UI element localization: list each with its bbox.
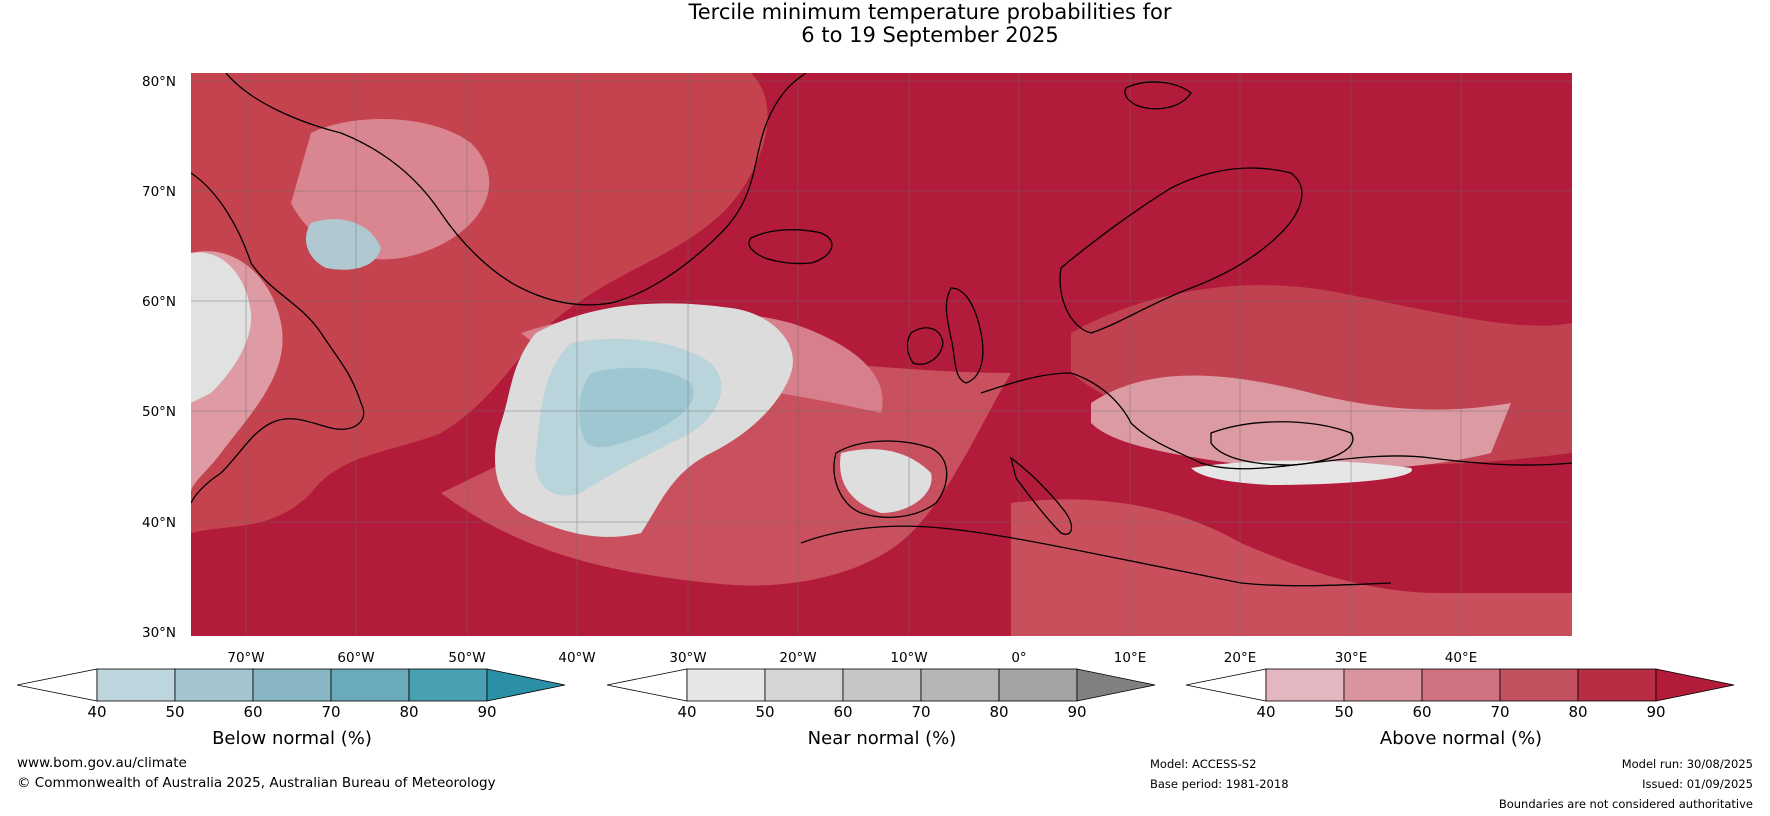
coast-black-sea bbox=[1210, 421, 1354, 466]
colorbar-near-seg-2 bbox=[764, 668, 844, 702]
colorbar-near-tick: 60 bbox=[833, 703, 853, 721]
colorbar-near-seg-3 bbox=[842, 668, 922, 702]
lon-label-30e: 30°E bbox=[1334, 650, 1368, 666]
colorbar-near-tick: 40 bbox=[677, 703, 697, 721]
lon-label-30w: 30°W bbox=[669, 650, 707, 666]
lon-label-40w: 40°W bbox=[558, 650, 596, 666]
coast-italy bbox=[1009, 456, 1073, 535]
colorbar-below-label: Below normal (%) bbox=[212, 728, 372, 749]
above-normal-nafrica-mid bbox=[1011, 499, 1572, 636]
colorbar-above-label: Above normal (%) bbox=[1379, 728, 1543, 749]
lon-label-20e: 20°E bbox=[1223, 650, 1257, 666]
colorbar-near-tick: 50 bbox=[755, 703, 775, 721]
probability-map bbox=[191, 73, 1572, 636]
colorbar-below-extend-low bbox=[17, 668, 98, 702]
lon-label-70w: 70°W bbox=[227, 650, 265, 666]
colorbar-above-tick: 90 bbox=[1646, 703, 1666, 721]
colorbar-below-seg-5 bbox=[408, 668, 488, 702]
colorbar-near-extend-low bbox=[607, 668, 688, 702]
colorbar-near-seg-1 bbox=[686, 668, 766, 702]
coast-ireland bbox=[906, 327, 944, 365]
gridlines bbox=[191, 73, 1572, 636]
colorbar-near-seg-4 bbox=[920, 668, 1000, 702]
colorbar-near-label: Near normal (%) bbox=[807, 728, 957, 749]
coast-great-britain bbox=[945, 287, 984, 384]
map-title-line-2: 6 to 19 September 2025 bbox=[801, 23, 1059, 47]
coast-europe-mainland bbox=[980, 372, 1572, 470]
lat-label-80n: 80°N bbox=[142, 74, 177, 90]
colorbar-below-seg-1 bbox=[96, 668, 176, 702]
colorbar-above-seg-2 bbox=[1343, 668, 1423, 702]
below-normal-labrador bbox=[306, 219, 381, 270]
lat-label-40n: 40°N bbox=[142, 515, 177, 531]
coast-greenland bbox=[225, 73, 807, 306]
lat-label-60n: 60°N bbox=[142, 294, 177, 310]
colorbar-near-tick: 80 bbox=[989, 703, 1009, 721]
coast-iceland bbox=[748, 229, 833, 265]
colorbar-below-tick: 70 bbox=[321, 703, 341, 721]
colorbar-above-extend-low bbox=[1186, 668, 1267, 702]
colorbar-below-tick: 90 bbox=[477, 703, 497, 721]
colorbar-above-tick: 60 bbox=[1412, 703, 1432, 721]
coast-iberia bbox=[833, 440, 948, 518]
colorbar-above-seg-5 bbox=[1577, 668, 1657, 702]
lon-label-50w: 50°W bbox=[448, 650, 486, 666]
coastlines bbox=[191, 73, 1572, 587]
colorbar-near-tick: 70 bbox=[911, 703, 931, 721]
colorbar-below-extend-high bbox=[486, 668, 566, 702]
colorbar-below-seg-3 bbox=[252, 668, 332, 702]
colorbar-above-seg-1 bbox=[1265, 668, 1345, 702]
lat-label-30n: 30°N bbox=[142, 625, 177, 641]
coast-north-america bbox=[191, 172, 365, 504]
website-link[interactable]: www.bom.gov.au/climate bbox=[17, 755, 187, 771]
colorbar-below-tick: 60 bbox=[243, 703, 263, 721]
lon-label-20w: 20°W bbox=[779, 650, 817, 666]
model-run-date: Model run: 30/08/2025 bbox=[1621, 757, 1753, 771]
colorbar-above-tick: 70 bbox=[1490, 703, 1510, 721]
model-name: Model: ACCESS-S2 bbox=[1150, 757, 1257, 771]
lon-label-10e: 10°E bbox=[1113, 650, 1147, 666]
map-title-line-1: Tercile minimum temperature probabilitie… bbox=[688, 0, 1172, 24]
lon-label-40e: 40°E bbox=[1444, 650, 1478, 666]
lat-label-50n: 50°N bbox=[142, 404, 177, 420]
colorbar-below-normal bbox=[17, 668, 566, 702]
coast-scandinavia bbox=[1059, 167, 1303, 334]
near-normal-turkey-band bbox=[1191, 460, 1412, 485]
lon-label-10w: 10°W bbox=[890, 650, 928, 666]
coast-svalbard bbox=[1124, 81, 1192, 110]
boundaries-disclaimer: Boundaries are not considered authoritat… bbox=[1498, 797, 1753, 811]
colorbar-above-tick: 50 bbox=[1334, 703, 1354, 721]
colorbar-above-tick: 80 bbox=[1568, 703, 1588, 721]
colorbar-below-seg-4 bbox=[330, 668, 410, 702]
coast-north-africa bbox=[800, 525, 1392, 587]
colorbar-above-extend-high bbox=[1655, 668, 1735, 702]
colorbar-below-tick: 50 bbox=[165, 703, 185, 721]
map-canvas bbox=[191, 73, 1572, 636]
colorbar-below-seg-2 bbox=[174, 668, 254, 702]
lon-label-0: 0° bbox=[1011, 650, 1027, 666]
colorbar-above-seg-4 bbox=[1499, 668, 1579, 702]
lat-label-70n: 70°N bbox=[142, 184, 177, 200]
colorbar-near-seg-5 bbox=[998, 668, 1078, 702]
colorbar-above-tick: 40 bbox=[1256, 703, 1276, 721]
copyright-text: © Commonwealth of Australia 2025, Austra… bbox=[17, 775, 496, 791]
base-period: Base period: 1981-2018 bbox=[1150, 777, 1289, 791]
issued-date: Issued: 01/09/2025 bbox=[1642, 777, 1753, 791]
near-normal-west bbox=[191, 252, 252, 403]
colorbar-near-normal bbox=[607, 668, 1156, 702]
lon-label-60w: 60°W bbox=[337, 650, 375, 666]
colorbar-below-tick: 80 bbox=[399, 703, 419, 721]
colorbar-above-seg-3 bbox=[1421, 668, 1501, 702]
colorbar-near-extend-high bbox=[1076, 668, 1156, 702]
colorbar-near-tick: 90 bbox=[1067, 703, 1087, 721]
below-normal-atlantic-core bbox=[579, 367, 694, 448]
colorbar-below-tick: 40 bbox=[87, 703, 107, 721]
colorbar-above-normal bbox=[1186, 668, 1735, 702]
